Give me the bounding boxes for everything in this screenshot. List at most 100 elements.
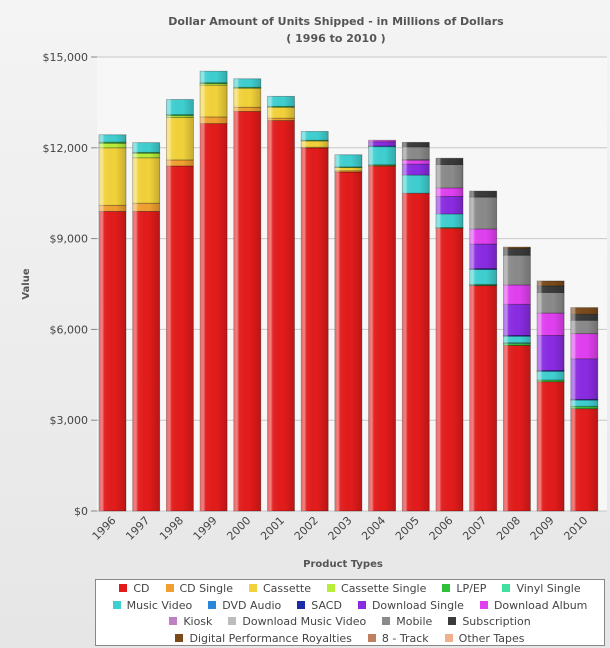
y-tick-label: $15,000: [43, 51, 89, 64]
bar-segment-cd[interactable]: [165, 165, 194, 512]
bar-segment-subscription[interactable]: [435, 157, 464, 165]
legend-item[interactable]: CD: [119, 581, 150, 598]
bar-segment-cd-single[interactable]: [199, 116, 228, 124]
bar-segment-cd[interactable]: [536, 381, 565, 512]
bar-segment-download-single[interactable]: [401, 163, 430, 176]
legend-swatch: [165, 584, 174, 592]
x-tick-label: 2006: [427, 514, 456, 543]
bar-segment-cd-single[interactable]: [233, 106, 262, 112]
bar-segment-cd[interactable]: [401, 192, 430, 512]
legend-item[interactable]: CD Single: [165, 581, 233, 598]
bar-segment-music-video[interactable]: [165, 99, 194, 116]
bar-segment-cassette[interactable]: [98, 147, 127, 206]
bar-segment-subscription[interactable]: [469, 190, 498, 198]
bar-segment-cassette[interactable]: [267, 106, 295, 119]
bar-segment-download-album[interactable]: [435, 187, 464, 197]
bar-segment-music-video[interactable]: [502, 335, 531, 344]
bar-segment-music-video[interactable]: [435, 213, 464, 228]
bar-segment-cd[interactable]: [368, 165, 397, 512]
bar-segment-music-video[interactable]: [401, 174, 430, 194]
legend-item[interactable]: Kiosk: [169, 614, 212, 631]
bar-segment-music-video[interactable]: [536, 370, 565, 381]
bar-segment-cd-single[interactable]: [98, 204, 127, 212]
bar-segment-download-single[interactable]: [435, 195, 464, 215]
bar-segment-cd-single[interactable]: [132, 202, 161, 212]
bar-segment-music-video[interactable]: [132, 142, 161, 153]
legend-item[interactable]: Music Video: [112, 598, 193, 615]
legend-item[interactable]: Cassette: [248, 581, 311, 598]
bar-segment-download-single[interactable]: [502, 303, 531, 336]
bar-segment-music-video[interactable]: [98, 134, 127, 143]
bar-segment-cassette[interactable]: [300, 140, 329, 148]
legend-item[interactable]: Download Music Video: [228, 614, 366, 631]
bar-segment-download-album[interactable]: [570, 333, 599, 360]
bar-segment-subscription[interactable]: [570, 313, 599, 321]
bar-segment-cassette[interactable]: [199, 84, 228, 118]
bar-segment-cd-single[interactable]: [165, 159, 194, 167]
bar-segment-cd[interactable]: [132, 210, 161, 512]
legend-item[interactable]: Other Tapes: [444, 631, 525, 648]
bar-segment-download-single[interactable]: [570, 358, 599, 400]
legend-item[interactable]: Cassette Single: [327, 581, 426, 598]
bar-segment-mobile[interactable]: [469, 196, 498, 230]
bar-segment-cd[interactable]: [502, 345, 531, 512]
bar-segment-digital-performance-royalties[interactable]: [502, 246, 531, 249]
bar-segment-mobile[interactable]: [502, 254, 531, 286]
bar-segment-cd[interactable]: [570, 408, 599, 512]
bar-segment-music-video[interactable]: [570, 399, 599, 407]
bar-segment-cd[interactable]: [435, 227, 464, 512]
legend-item[interactable]: Download Album: [479, 598, 587, 615]
bar-segment-mobile[interactable]: [536, 292, 565, 314]
legend-item[interactable]: Digital Performance Royalties: [175, 631, 352, 648]
legend-label: Music Video: [126, 598, 193, 612]
bar-segment-cassette[interactable]: [132, 157, 161, 204]
bar-segment-subscription[interactable]: [401, 141, 430, 148]
bar-segment-cd[interactable]: [233, 111, 262, 512]
legend-label: CD Single: [179, 582, 233, 595]
bar-segment-cassette-single[interactable]: [132, 152, 161, 159]
bar-segment-music-video[interactable]: [300, 131, 329, 141]
legend-swatch: [448, 617, 457, 625]
legend-item[interactable]: DVD Audio: [208, 598, 281, 615]
legend-label: DVD Audio: [222, 598, 282, 612]
bar-segment-cd[interactable]: [267, 120, 295, 512]
bar-segment-music-video[interactable]: [199, 70, 228, 84]
legend-item[interactable]: 8 - Track: [367, 631, 429, 648]
bar-segment-music-video[interactable]: [368, 145, 397, 166]
bar-segment-mobile[interactable]: [570, 319, 599, 335]
legend-item[interactable]: Vinyl Single: [502, 581, 581, 598]
bar-segment-download-album[interactable]: [469, 228, 498, 245]
bar-segment-download-album[interactable]: [368, 139, 397, 143]
bar-segment-cassette[interactable]: [233, 87, 262, 108]
bar-segment-cd[interactable]: [334, 171, 363, 512]
bar-segment-download-single[interactable]: [368, 141, 397, 147]
bar-segment-music-video[interactable]: [233, 78, 262, 88]
bar-segment-cassette[interactable]: [165, 117, 194, 161]
bar-segment-mobile[interactable]: [401, 146, 430, 161]
bar-segment-cd[interactable]: [300, 147, 329, 512]
bar-segment-download-album[interactable]: [536, 312, 565, 336]
bar-segment-cd[interactable]: [199, 123, 228, 512]
bar-segment-digital-performance-royalties[interactable]: [570, 307, 599, 315]
legend-label: Subscription: [462, 615, 531, 628]
bar-segment-music-video[interactable]: [334, 154, 363, 168]
bar-segment-digital-performance-royalties[interactable]: [536, 280, 565, 287]
legend-item[interactable]: Download Single: [357, 598, 464, 615]
bar-segment-subscription[interactable]: [502, 248, 531, 256]
bar-segment-subscription[interactable]: [536, 285, 565, 293]
bar-segment-cd[interactable]: [469, 285, 498, 512]
bar-segment-download-single[interactable]: [536, 335, 565, 371]
bar-segment-cassette-single[interactable]: [98, 142, 127, 149]
bar-segment-mobile[interactable]: [435, 164, 464, 189]
x-tick-label: 2000: [224, 514, 253, 543]
legend-label: LP/EP: [456, 582, 487, 595]
bar-segment-music-video[interactable]: [469, 269, 498, 285]
legend-item[interactable]: Subscription: [448, 614, 531, 631]
legend-item[interactable]: SACD: [297, 598, 342, 615]
bar-segment-cd[interactable]: [98, 210, 127, 512]
legend-item[interactable]: Mobile: [382, 614, 432, 631]
bar-segment-download-album[interactable]: [502, 284, 531, 305]
legend-item[interactable]: LP/EP: [442, 581, 486, 598]
bar-segment-music-video[interactable]: [267, 95, 295, 107]
bar-segment-download-single[interactable]: [469, 243, 498, 269]
